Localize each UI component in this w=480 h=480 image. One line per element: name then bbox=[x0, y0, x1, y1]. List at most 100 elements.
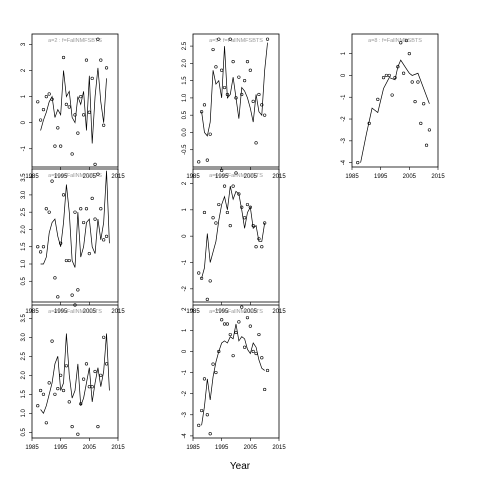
observed-point bbox=[424, 143, 429, 147]
observed-point bbox=[59, 373, 63, 377]
observed-point bbox=[47, 92, 51, 96]
observed-point bbox=[254, 245, 258, 249]
x-tick-label: 1985 bbox=[345, 174, 359, 180]
observed-point bbox=[59, 144, 63, 148]
observed-point bbox=[99, 373, 103, 377]
observed-point bbox=[402, 71, 406, 75]
observed-point bbox=[73, 303, 77, 307]
observed-point bbox=[64, 364, 68, 368]
observed-point bbox=[211, 47, 215, 52]
observed-point bbox=[44, 207, 48, 211]
x-tick-label: 1995 bbox=[54, 174, 68, 180]
observed-point bbox=[50, 97, 54, 101]
observed-point bbox=[36, 245, 40, 249]
observed-point bbox=[387, 73, 391, 78]
fitted-line bbox=[201, 186, 266, 279]
observed-point bbox=[56, 295, 60, 299]
panel-title: a=7 : f=FallNMFSBTS bbox=[209, 309, 263, 315]
panel-frame bbox=[192, 168, 280, 303]
observed-point bbox=[76, 432, 80, 436]
observed-point bbox=[36, 100, 40, 104]
observed-point bbox=[263, 387, 267, 392]
y-tick-label: 0 bbox=[21, 120, 27, 124]
y-tick-label: -3 bbox=[341, 138, 347, 144]
y-tick-label: 2.5 bbox=[21, 207, 27, 216]
observed-point bbox=[251, 99, 255, 103]
observed-point bbox=[231, 354, 235, 358]
observed-point bbox=[96, 172, 100, 176]
observed-point bbox=[257, 332, 261, 337]
observed-point bbox=[67, 400, 71, 404]
panel-6: a=4 : f=FallNMFSBTS 0.5 1.0 1.5 2.0 2.5 3.0 3.5… bbox=[21, 303, 125, 451]
observed-point bbox=[41, 245, 46, 249]
y-tick-label: -2 bbox=[341, 116, 347, 122]
y-tick-label: 3 bbox=[21, 42, 27, 46]
observed-point bbox=[50, 339, 54, 343]
observed-point bbox=[390, 93, 394, 97]
observed-point bbox=[211, 362, 215, 366]
y-tick-label: -1 bbox=[21, 145, 27, 151]
observed-point bbox=[248, 324, 252, 328]
observed-point bbox=[96, 37, 100, 41]
observed-point bbox=[79, 207, 83, 211]
observed-point bbox=[265, 37, 270, 41]
observed-point bbox=[96, 425, 100, 429]
observed-point bbox=[422, 102, 426, 106]
observed-point bbox=[70, 293, 74, 297]
x-tick-label: 1995 bbox=[215, 309, 229, 315]
panel-title: a=4 : f=FallNMFSBTS bbox=[48, 309, 102, 315]
x-tick-label: 1995 bbox=[215, 445, 229, 451]
observed-point bbox=[225, 322, 229, 326]
observed-point bbox=[265, 368, 270, 373]
observed-point bbox=[220, 168, 224, 172]
observed-point bbox=[50, 179, 54, 183]
observed-point bbox=[64, 102, 68, 107]
y-tick-label: 0.5 bbox=[21, 427, 27, 436]
observed-point bbox=[70, 425, 74, 429]
observed-point bbox=[53, 276, 57, 280]
y-tick-label: 0 bbox=[182, 234, 188, 238]
observed-point bbox=[41, 108, 46, 112]
y-tick-label: 2.5 bbox=[182, 41, 188, 50]
y-tick-label: 3.5 bbox=[21, 173, 27, 182]
observed-point bbox=[228, 37, 232, 41]
observed-point bbox=[381, 76, 386, 80]
observed-point bbox=[399, 41, 403, 45]
y-tick-label: 2.0 bbox=[21, 370, 27, 379]
observed-point bbox=[231, 184, 235, 188]
observed-point bbox=[254, 351, 258, 356]
observed-point bbox=[38, 118, 43, 122]
observed-point bbox=[61, 193, 66, 197]
observed-point bbox=[367, 121, 371, 125]
observed-point bbox=[104, 234, 109, 238]
observed-point bbox=[376, 97, 380, 102]
observed-point bbox=[234, 96, 238, 100]
fitted-line bbox=[360, 59, 430, 163]
y-tick-label: 1.5 bbox=[21, 389, 27, 398]
observed-point bbox=[202, 210, 207, 215]
x-tick-label: 1995 bbox=[215, 174, 229, 180]
observed-point bbox=[93, 369, 97, 374]
y-tick-label: -4 bbox=[182, 433, 188, 439]
observed-point bbox=[93, 162, 97, 166]
fitted-line bbox=[40, 333, 110, 415]
observed-point bbox=[234, 330, 238, 335]
observed-point bbox=[260, 356, 264, 360]
observed-point bbox=[202, 377, 207, 381]
observed-point bbox=[36, 404, 40, 408]
observed-point bbox=[222, 85, 227, 90]
observed-point bbox=[237, 320, 241, 324]
observed-point bbox=[217, 349, 221, 354]
observed-point bbox=[67, 105, 71, 109]
observed-point bbox=[228, 332, 232, 337]
x-tick-label: 1995 bbox=[54, 445, 68, 451]
observed-point bbox=[404, 38, 409, 43]
observed-point bbox=[56, 126, 60, 130]
panel-frame bbox=[351, 33, 439, 168]
x-tick-label: 1985 bbox=[186, 445, 200, 451]
x-tick-label: 1995 bbox=[54, 309, 68, 315]
observed-point bbox=[217, 202, 221, 207]
observed-point bbox=[87, 385, 91, 389]
observed-point bbox=[222, 322, 227, 326]
observed-point bbox=[220, 68, 224, 72]
